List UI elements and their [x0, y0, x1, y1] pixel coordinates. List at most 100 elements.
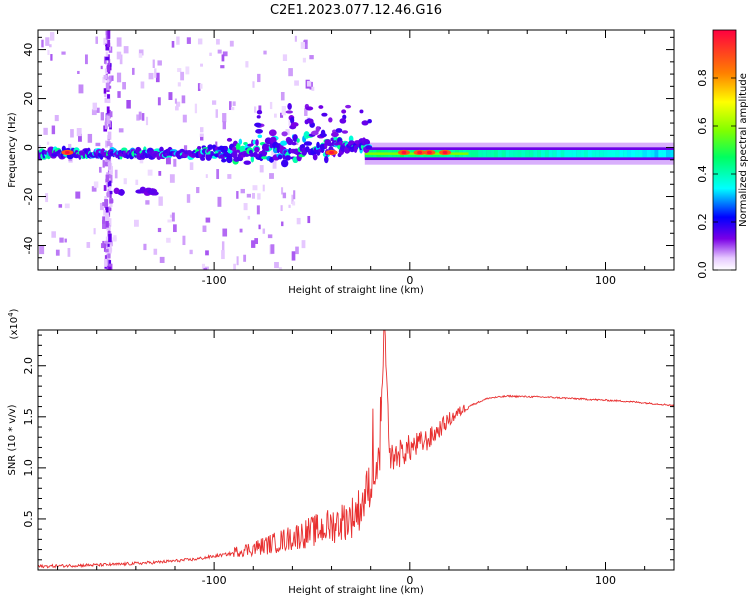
band-segment	[478, 150, 483, 158]
noise-speckle	[267, 234, 273, 239]
noise-speckle	[288, 204, 291, 208]
noise-speckle	[270, 244, 275, 254]
noise-speckle	[236, 191, 239, 199]
band-segment	[548, 150, 553, 158]
band-segment	[670, 150, 674, 158]
noise-speckle	[254, 106, 257, 113]
peak-core	[329, 150, 334, 155]
band-speckle	[238, 138, 243, 145]
noise-speckle	[43, 127, 48, 135]
noise-speckle	[269, 101, 273, 110]
noise-speckle	[269, 173, 274, 179]
spectrogram-xlabel: Height of straight line (km)	[288, 285, 424, 296]
band-speckle	[231, 150, 238, 159]
spread-speckle	[256, 109, 263, 115]
noise-speckle	[186, 194, 191, 203]
artifact-speckle	[107, 94, 110, 99]
artifact-speckle	[109, 142, 113, 150]
artifact-speckle	[107, 39, 111, 47]
noise-speckle	[304, 108, 308, 116]
noise-speckle	[102, 219, 107, 229]
noise-speckle	[147, 169, 153, 176]
artifact-speckle	[106, 141, 111, 147]
noise-speckle	[136, 114, 140, 121]
noise-speckle	[197, 83, 201, 91]
colorbar-ticks: 0.0 0.2 0.4 0.6 0.8	[696, 69, 736, 279]
noise-speckle	[222, 121, 227, 130]
noise-speckle	[216, 169, 220, 180]
noise-speckle	[116, 37, 122, 47]
noise-speckle	[102, 76, 106, 83]
blob-speckle	[113, 187, 120, 195]
spread-speckle	[339, 118, 347, 124]
noise-speckle	[92, 102, 98, 111]
noise-speckle	[76, 128, 82, 137]
band-speckle	[255, 139, 259, 146]
artifact-speckle	[108, 260, 112, 266]
noise-speckle	[173, 158, 177, 167]
band-segment	[513, 150, 518, 158]
noise-speckle	[194, 103, 198, 114]
noise-speckle	[117, 91, 121, 98]
artifact-speckle	[109, 111, 113, 118]
noise-speckle	[294, 35, 297, 42]
spread-speckle	[367, 118, 372, 124]
peak-core	[442, 150, 448, 155]
noise-speckle	[254, 238, 259, 244]
artifact-speckle	[106, 64, 111, 73]
noise-speckle	[185, 66, 190, 75]
noise-speckle	[100, 112, 105, 121]
artifact-speckle	[109, 184, 112, 194]
band-segment	[466, 150, 471, 158]
noise-speckle	[140, 81, 145, 89]
band-segment	[611, 150, 616, 158]
band-speckle	[226, 137, 233, 142]
spread-speckle	[361, 120, 369, 126]
noise-speckle	[51, 231, 56, 238]
noise-speckle	[113, 235, 117, 242]
snr-xlabel: Height of straight line (km)	[288, 585, 424, 596]
band-segment	[556, 150, 561, 158]
band-segment	[619, 150, 624, 158]
noise-speckle	[168, 92, 173, 101]
noise-speckle	[205, 217, 211, 223]
colorbar-gradient	[713, 30, 736, 270]
spread-speckle	[305, 106, 314, 111]
band-speckle	[221, 158, 227, 163]
noise-speckle	[122, 82, 126, 90]
artifact-speckle	[106, 106, 110, 114]
noise-speckle	[189, 249, 193, 255]
band-speckle	[231, 146, 237, 152]
band-speckle	[281, 159, 289, 168]
noise-speckle	[259, 165, 264, 173]
noise-speckle	[133, 219, 139, 227]
noise-speckle	[278, 267, 282, 270]
artifact-speckle	[108, 174, 113, 183]
artifact-speckle	[103, 243, 107, 252]
y-tick-label: 1.0	[22, 459, 35, 477]
artifact-speckle	[106, 172, 109, 176]
noise-speckle	[263, 50, 267, 55]
band-speckle	[250, 155, 255, 163]
band-segment	[537, 150, 542, 158]
noise-speckle	[70, 129, 74, 138]
figure-title: C2E1.2023.077.12.46.G16	[270, 3, 442, 18]
artifact-speckle	[105, 51, 108, 57]
artifact-speckle	[105, 207, 109, 216]
noise-speckle	[132, 67, 135, 75]
spread-speckle	[335, 128, 343, 133]
artifact-speckle	[109, 207, 112, 212]
y-tick-label: 0	[22, 144, 35, 151]
noise-speckle	[100, 65, 103, 70]
noise-speckle	[141, 113, 145, 121]
artifact-speckle	[109, 120, 112, 128]
x-tick-label: -100	[202, 274, 227, 287]
y-tick-label: 1.5	[22, 408, 35, 426]
colorbar: 0.0 0.2 0.4 0.6 0.8 Normalized spectral ampl…	[696, 29, 749, 279]
artifact-speckle	[102, 202, 105, 206]
noise-speckle	[280, 205, 283, 212]
artifact-speckle	[107, 218, 112, 227]
spread-speckle	[359, 109, 364, 114]
noise-speckle	[197, 38, 203, 45]
band-speckle	[312, 153, 318, 161]
